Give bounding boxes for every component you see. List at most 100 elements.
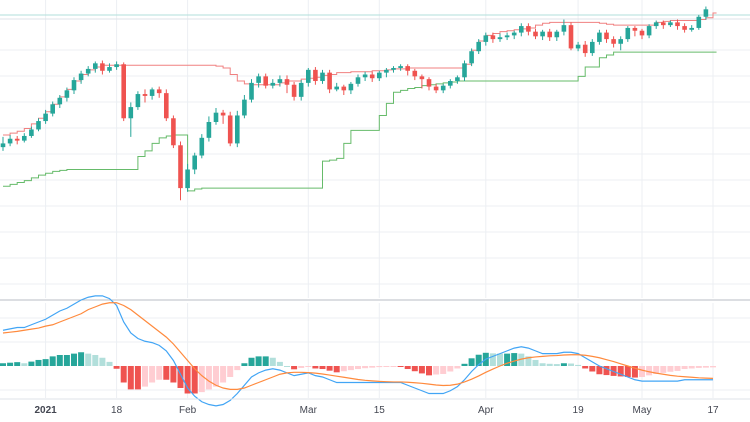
histogram-bar-5 <box>35 359 42 366</box>
candle-body-12 <box>85 68 91 74</box>
histogram-bar-4 <box>28 361 35 366</box>
candle-99 <box>703 6 709 20</box>
histogram-bar-3 <box>21 363 28 366</box>
histogram-bar-88 <box>624 366 631 377</box>
candle-92 <box>653 20 659 29</box>
histogram-bar-66 <box>468 358 475 366</box>
candle-44 <box>313 67 318 85</box>
candle-body-96 <box>682 26 687 30</box>
histogram-bar-73 <box>518 353 525 366</box>
candle-74 <box>526 23 531 36</box>
candle-body-78 <box>554 31 560 38</box>
candle-body-4 <box>29 129 34 136</box>
histogram-bar-18 <box>127 366 134 390</box>
candle-body-95 <box>675 22 680 27</box>
candle-body-64 <box>455 77 460 82</box>
histogram-bar-90 <box>639 366 645 377</box>
candle-body-30 <box>213 112 219 122</box>
histogram-bar-15 <box>106 361 113 366</box>
histogram-bar-22 <box>156 366 163 380</box>
candle-body-77 <box>547 31 552 38</box>
histogram-bar-53 <box>376 366 383 368</box>
candle-body-7 <box>50 104 55 114</box>
candle-58 <box>412 68 418 81</box>
histogram-bar-60 <box>426 366 432 376</box>
histogram-bar-23 <box>163 366 170 380</box>
candle-body-34 <box>242 99 247 116</box>
candle-body-26 <box>185 169 190 189</box>
candle-25 <box>178 141 183 201</box>
candle-body-22 <box>156 89 162 94</box>
candle-body-27 <box>192 155 197 170</box>
x-tick-label-2: Feb <box>179 405 197 416</box>
histogram-bar-24 <box>170 366 177 383</box>
histogram-bar-64 <box>454 366 461 369</box>
price-pane-grid <box>0 0 750 298</box>
histogram-bar-20 <box>142 366 148 387</box>
candle-19 <box>135 91 141 110</box>
candle-body-92 <box>653 22 659 27</box>
candle-body-69 <box>490 35 496 40</box>
histogram-bar-21 <box>149 366 156 383</box>
candle-33 <box>235 110 240 148</box>
candle-body-99 <box>703 9 709 17</box>
histogram-bar-100 <box>710 366 716 368</box>
candle-53 <box>377 70 382 82</box>
candle-84 <box>597 29 602 45</box>
candle-body-10 <box>71 80 77 91</box>
candle-body-89 <box>632 27 638 31</box>
candle-body-68 <box>483 35 489 42</box>
histogram-bar-32 <box>227 366 234 377</box>
histogram-bar-38 <box>269 357 276 366</box>
candle-body-11 <box>78 73 84 81</box>
candle-66 <box>469 48 474 67</box>
histogram-bar-35 <box>248 357 255 366</box>
histogram-bar-41 <box>291 366 298 370</box>
histogram-bar-17 <box>120 366 127 383</box>
candle-body-15 <box>107 67 112 71</box>
x-tick-label-0: 2021 <box>34 405 57 416</box>
histogram-bar-89 <box>631 366 638 378</box>
candle-body-58 <box>412 70 418 77</box>
candle-body-52 <box>369 74 375 79</box>
histogram-bar-74 <box>525 356 532 366</box>
candle-body-66 <box>469 51 474 64</box>
histogram-bar-14 <box>99 357 106 366</box>
candle-72 <box>511 30 517 40</box>
histogram-bar-79 <box>560 363 567 366</box>
candle-body-57 <box>405 66 410 71</box>
histogram-bar-16 <box>113 366 120 369</box>
candle-6 <box>43 109 48 124</box>
candle-body-97 <box>689 27 694 30</box>
histogram-bar-0 <box>0 363 6 366</box>
candle-26 <box>185 163 190 192</box>
histogram-bar-78 <box>553 364 560 366</box>
histogram-bar-77 <box>546 363 553 366</box>
candle-body-72 <box>511 32 517 36</box>
histogram-bar-46 <box>326 366 333 371</box>
histogram-bar-52 <box>369 366 376 368</box>
candle-body-31 <box>220 112 226 116</box>
candle-body-65 <box>462 63 467 78</box>
candle-body-39 <box>277 79 283 83</box>
candle-7 <box>50 101 55 117</box>
histogram-bar-28 <box>198 366 205 393</box>
signal-line <box>2 302 714 390</box>
candle-60 <box>426 77 432 91</box>
candle-body-93 <box>661 22 666 26</box>
candle-body-0 <box>0 143 6 148</box>
candle-2 <box>14 135 20 145</box>
candle-13 <box>93 61 98 73</box>
histogram-bar-31 <box>220 366 227 383</box>
candle-86 <box>611 36 616 48</box>
histogram-bar-81 <box>575 364 582 366</box>
candle-47 <box>334 82 339 92</box>
candle-43 <box>306 67 311 87</box>
histogram-bar-69 <box>489 353 496 366</box>
candle-body-88 <box>625 27 631 40</box>
candle-0 <box>0 136 6 151</box>
candle-30 <box>213 108 219 125</box>
candle-62 <box>440 83 446 94</box>
